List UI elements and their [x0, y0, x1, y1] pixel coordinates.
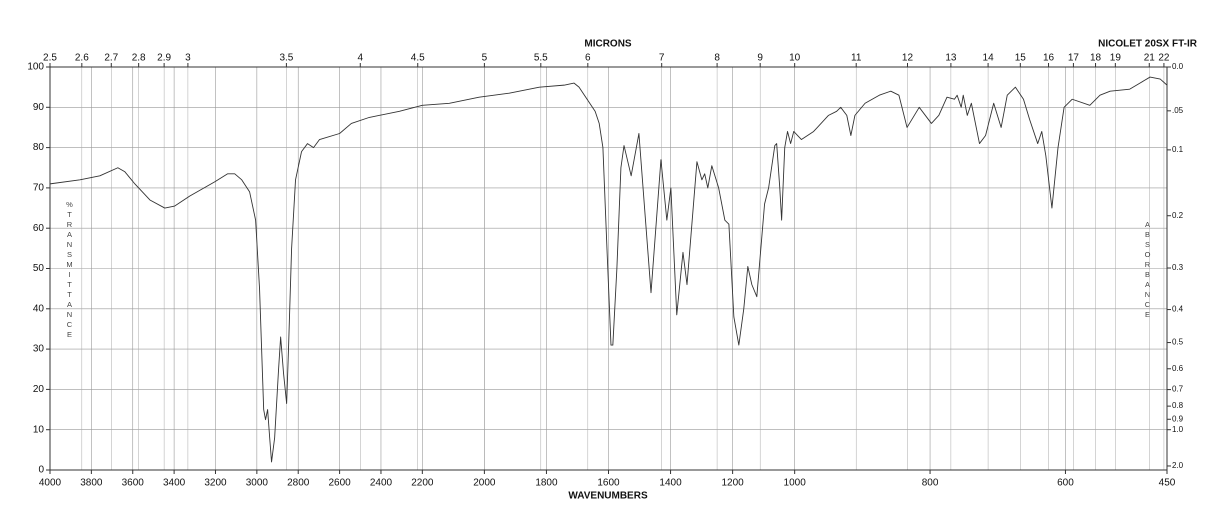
- micron-tick-label: 8: [714, 53, 720, 64]
- x-tick-label: 600: [1057, 478, 1074, 489]
- micron-tick-label: 9: [757, 53, 763, 64]
- micron-tick-label: 16: [1043, 53, 1055, 64]
- x-tick-label: 3200: [204, 478, 227, 489]
- y2-tick-label: .05: [1172, 106, 1184, 115]
- micron-tick-label: 6: [585, 53, 591, 64]
- y2-tick-label: 2.0: [1172, 461, 1184, 470]
- spectrum-line: [49, 76, 1168, 463]
- plot-frame: [49, 66, 1168, 471]
- micron-tick-label: 17: [1068, 53, 1080, 64]
- micron-tick-label: 13: [945, 53, 957, 64]
- micron-tick-label: 5.5: [534, 53, 548, 64]
- y-tick-label: 90: [33, 102, 45, 113]
- top-axis-title: MICRONS: [584, 39, 632, 50]
- y-tick-label: 50: [33, 263, 45, 274]
- micron-tick-label: 22: [1158, 53, 1170, 64]
- x-tick-label: 2600: [328, 478, 351, 489]
- y-tick-label: 30: [33, 344, 45, 355]
- y2-tick-label: 0.4: [1172, 305, 1184, 314]
- y2-tick-label: 0.3: [1172, 263, 1184, 272]
- micron-tick-label: 4: [357, 53, 363, 64]
- y-tick-label: 0: [38, 465, 44, 476]
- x-tick-label: 2800: [287, 478, 310, 489]
- y-tick-label: 40: [33, 303, 45, 314]
- y2-axis-title: ABSORBANCE: [1143, 220, 1152, 320]
- micron-tick-label: 11: [851, 53, 862, 64]
- y-tick-label: 10: [33, 424, 45, 435]
- micron-tick-label: 3.5: [279, 53, 293, 64]
- micron-tick-label: 2.7: [104, 53, 118, 64]
- x-tick-label: 3800: [80, 478, 103, 489]
- y2-tick-label: 0.2: [1172, 211, 1184, 220]
- x-axis-title: WAVENUMBERS: [568, 491, 648, 502]
- micron-tick-label: 14: [983, 53, 995, 64]
- micron-tick-label: 15: [1015, 53, 1027, 64]
- micron-tick-label: 2.5: [43, 53, 57, 64]
- instrument-label: NICOLET 20SX FT-IR: [1098, 39, 1198, 50]
- micron-tick-label: 2.6: [75, 53, 89, 64]
- x-tick-label: 450: [1159, 478, 1176, 489]
- micron-tick-label: 2.9: [157, 53, 171, 64]
- y-tick-label: 100: [27, 62, 44, 73]
- y2-tick-label: 0.7: [1172, 385, 1184, 394]
- y-tick-label: 70: [33, 183, 45, 194]
- micron-tick-label: 19: [1110, 53, 1122, 64]
- y-tick-label: 60: [33, 223, 45, 234]
- micron-tick-label: 4.5: [411, 53, 425, 64]
- micron-tick-label: 10: [789, 53, 801, 64]
- micron-tick-label: 5: [482, 53, 488, 64]
- y2-tick-label: 0.1: [1172, 145, 1184, 154]
- x-tick-label: 1600: [597, 478, 620, 489]
- x-tick-label: 4000: [39, 478, 62, 489]
- micron-tick-label: 7: [659, 53, 665, 64]
- micron-tick-label: 2.8: [132, 53, 146, 64]
- y-tick-label: 80: [33, 142, 45, 153]
- x-tick-label: 1000: [784, 478, 807, 489]
- y-tick-label: 20: [33, 384, 45, 395]
- x-tick-label: 1800: [535, 478, 558, 489]
- x-tick-label: 3400: [163, 478, 186, 489]
- x-tick-label: 800: [922, 478, 939, 489]
- x-tick-label: 1400: [659, 478, 682, 489]
- y2-tick-label: 0.8: [1172, 401, 1184, 410]
- y2-tick-label: 1.0: [1172, 425, 1184, 434]
- x-tick-label: 1200: [721, 478, 744, 489]
- x-tick-label: 2000: [473, 478, 496, 489]
- x-tick-label: 2200: [411, 478, 434, 489]
- y-axis-title: %TRANSMITTANCE: [65, 200, 74, 340]
- y2-tick-label: 0.5: [1172, 338, 1184, 347]
- y2-tick-label: 0.0: [1172, 62, 1184, 71]
- x-tick-label: 3600: [122, 478, 145, 489]
- x-tick-label: 2400: [370, 478, 393, 489]
- y2-tick-label: 0.9: [1172, 414, 1184, 423]
- micron-tick-label: 21: [1144, 53, 1156, 64]
- micron-tick-label: 12: [902, 53, 914, 64]
- x-tick-label: 3000: [246, 478, 269, 489]
- y2-tick-label: 0.6: [1172, 364, 1184, 373]
- micron-tick-label: 18: [1090, 53, 1102, 64]
- micron-tick-label: 3: [185, 53, 191, 64]
